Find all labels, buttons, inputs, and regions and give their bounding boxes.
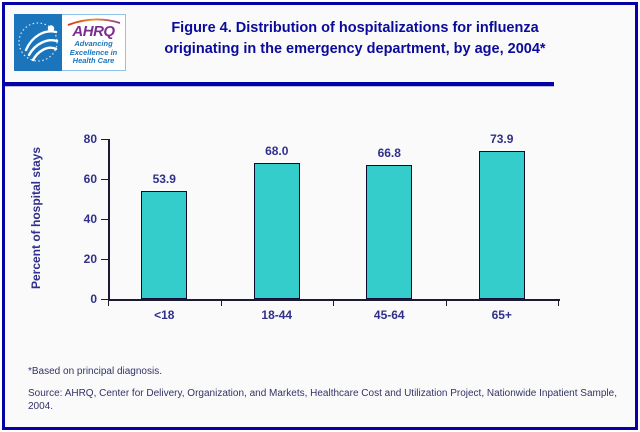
ahrq-tagline-line1: Advancing	[74, 39, 113, 48]
y-tick-label: 40	[83, 212, 97, 226]
y-tick	[101, 179, 108, 180]
ahrq-tagline-line3: Health Care	[72, 56, 115, 65]
x-tick	[445, 301, 447, 306]
hhs-logo	[14, 14, 62, 71]
x-tick	[220, 301, 222, 306]
hhs-eagle-icon	[14, 14, 62, 71]
y-tick	[101, 299, 108, 300]
figure-title-line2: originating in the emergency department,…	[164, 41, 546, 57]
bar-<18	[141, 191, 188, 299]
ahrq-tagline-line2: Excellence in	[69, 47, 118, 57]
x-tick	[558, 301, 559, 306]
y-axis-line	[108, 139, 110, 301]
x-tick	[108, 301, 109, 306]
y-tick-label: 20	[83, 252, 97, 266]
ahrq-hhs-logo: AHRQ Advancing Excellence in Health Care	[14, 14, 126, 71]
bar-45-64	[366, 165, 413, 299]
footnote: *Based on principal diagnosis.	[28, 366, 162, 377]
x-category-label: <18	[154, 308, 175, 322]
source-citation: Source: AHRQ, Center for Delivery, Organ…	[28, 388, 617, 412]
x-category-label: 18-44	[261, 308, 293, 322]
bar-value-label: 66.8	[377, 146, 401, 161]
x-tick	[333, 301, 334, 306]
figure-title-line1: Figure 4. Distribution of hospitalizatio…	[171, 20, 539, 36]
x-axis-line	[108, 299, 560, 301]
header-divider-line	[5, 82, 554, 87]
ahrq-logo: AHRQ Advancing Excellence in Health Care	[62, 14, 126, 71]
y-tick-label: 80	[83, 132, 97, 146]
bar-value-label: 53.9	[152, 172, 176, 187]
x-category-label: 65+	[491, 308, 512, 322]
y-tick-label: 0	[90, 292, 97, 306]
y-tick	[101, 259, 108, 260]
y-tick	[101, 219, 108, 220]
x-category-label: 45-64	[373, 308, 405, 322]
bar-18-44	[253, 163, 300, 299]
ahrq-acronym: AHRQ	[72, 23, 115, 40]
bar-65+	[478, 151, 525, 299]
y-tick	[101, 139, 108, 140]
plot-area: 0 20 40 60 80 53.9 <18 68.0 18-44 66.8 45-64 73.9 65…	[5, 5, 635, 427]
ahrq-rainbow-arc-icon	[67, 18, 120, 26]
y-tick-label: 60	[83, 172, 97, 186]
figure-title: Figure 4. Distribution of hospitalizatio…	[140, 18, 570, 60]
bar-value-label: 68.0	[265, 144, 289, 158]
bar-value-label: 73.9	[490, 132, 514, 147]
